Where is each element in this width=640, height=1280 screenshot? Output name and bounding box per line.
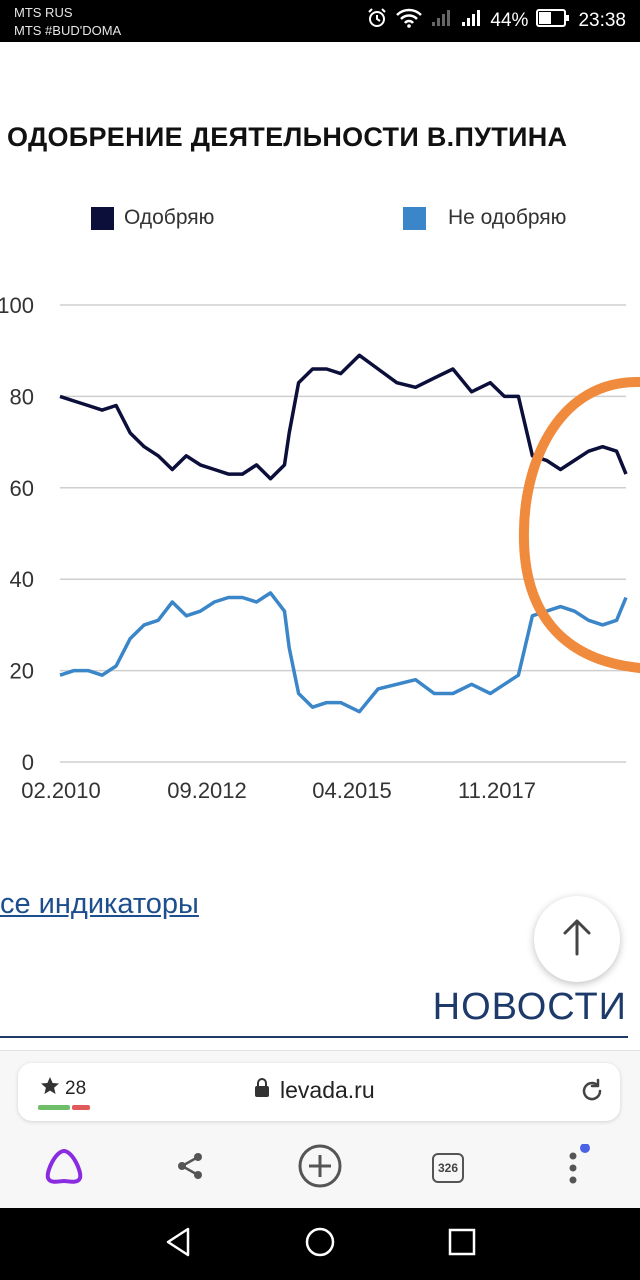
y-tick-label: 100 (0, 293, 34, 318)
browser-bottom-bar: 28 levada.ru (0, 1050, 640, 1209)
y-tick-label: 80 (10, 384, 34, 409)
y-tick-label: 0 (22, 750, 34, 775)
share-button[interactable] (160, 1139, 220, 1197)
rating-bar-positive (38, 1105, 70, 1110)
bookmarks-button[interactable]: 28 (40, 1076, 86, 1102)
new-tab-button[interactable] (290, 1139, 350, 1197)
legend-disapprove: Не одобряю (403, 206, 566, 230)
signal-icon (460, 8, 482, 34)
chart-headline: ОДОБРЕНИЕ ДЕЯТЕЛЬНОСТИ В.ПУТИНА (7, 122, 568, 152)
x-tick-label: 09.2012 (167, 778, 247, 803)
news-heading[interactable]: НОВОСТИ (432, 986, 627, 1028)
lock-icon (254, 1077, 270, 1104)
legend-swatch-approve (91, 206, 114, 230)
legend-label-approve: Одобряю (124, 206, 215, 229)
signal-icon (430, 8, 452, 34)
y-tick-label: 20 (10, 659, 34, 684)
home-circle-icon (304, 1226, 336, 1263)
reload-icon (578, 1078, 606, 1109)
address-bar[interactable]: 28 levada.ru (18, 1063, 620, 1121)
plus-circle-icon (297, 1143, 343, 1194)
highlight-circle-annotation (518, 376, 640, 673)
all-indicators-link[interactable]: се индикаторы (0, 888, 199, 920)
carrier-name: MTS RUS (14, 5, 73, 20)
x-tick-label: 02.2010 (21, 778, 101, 803)
legend-approve: Одобряю (91, 206, 214, 230)
tabs-count: 326 (432, 1153, 464, 1183)
back-button[interactable] (156, 1222, 200, 1266)
alarm-icon (366, 7, 388, 35)
recents-button[interactable] (440, 1222, 484, 1266)
approval-line-chart: 0 20 40 60 80 100 02.2010 09.2012 04.2015 11.201… (0, 293, 640, 803)
share-icon (174, 1150, 206, 1187)
more-vertical-icon (561, 1142, 591, 1193)
back-triangle-icon (163, 1226, 193, 1263)
browser-toolbar: 326 (0, 1139, 640, 1197)
battery-percent: 44% (490, 10, 529, 31)
alice-assistant-button[interactable] (34, 1139, 94, 1197)
x-tick-label: 11.2017 (458, 778, 536, 803)
wifi-icon (396, 8, 423, 34)
rating-bar (38, 1105, 90, 1110)
legend-swatch-disapprove (403, 206, 426, 230)
status-bar: MTS RUS MTS #BUD'DOMA 44% 23:38 (0, 0, 640, 42)
y-tick-label: 40 (10, 567, 34, 592)
clock: 23:38 (578, 10, 626, 31)
menu-button[interactable] (546, 1139, 606, 1197)
carrier-name-secondary: MTS #BUD'DOMA (14, 23, 122, 38)
alice-icon (42, 1147, 86, 1190)
star-icon (40, 1076, 60, 1102)
rating-bar-negative (72, 1105, 90, 1110)
arrow-up-icon (562, 918, 592, 961)
y-tick-label: 60 (10, 476, 34, 501)
home-button[interactable] (298, 1222, 342, 1266)
url-display[interactable]: levada.ru (254, 1077, 375, 1104)
battery-icon (536, 9, 570, 33)
reload-button[interactable] (578, 1077, 606, 1110)
news-divider (0, 1036, 628, 1038)
legend-label-disapprove: Не одобряю (448, 206, 567, 229)
x-tick-label: 04.2015 (312, 778, 392, 803)
bookmark-count: 28 (65, 1078, 87, 1099)
url-text: levada.ru (280, 1077, 375, 1103)
tabs-button[interactable]: 326 (418, 1139, 478, 1197)
system-navigation-bar (0, 1208, 640, 1280)
recents-square-icon (448, 1228, 476, 1261)
notification-dot (580, 1142, 590, 1153)
scroll-to-top-button[interactable] (534, 896, 620, 982)
